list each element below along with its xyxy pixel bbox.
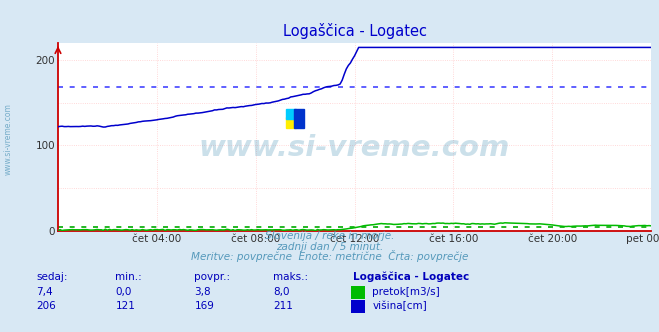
Text: 3,8: 3,8 — [194, 287, 211, 297]
Text: Logaščica - Logatec: Logaščica - Logatec — [353, 271, 469, 282]
Text: Meritve: povprečne  Enote: metrične  Črta: povprečje: Meritve: povprečne Enote: metrične Črta:… — [191, 250, 468, 262]
Text: zadnji dan / 5 minut.: zadnji dan / 5 minut. — [276, 242, 383, 252]
Text: 7,4: 7,4 — [36, 287, 53, 297]
Bar — [287, 109, 296, 119]
Text: višina[cm]: višina[cm] — [372, 301, 427, 311]
Title: Logaščica - Logatec: Logaščica - Logatec — [283, 23, 426, 39]
Text: www.si-vreme.com: www.si-vreme.com — [4, 104, 13, 175]
Text: Slovenija / reke in morje.: Slovenija / reke in morje. — [265, 231, 394, 241]
Text: 0,0: 0,0 — [115, 287, 132, 297]
Text: www.si-vreme.com: www.si-vreme.com — [199, 134, 510, 162]
Text: povpr.:: povpr.: — [194, 272, 231, 282]
Bar — [295, 109, 304, 127]
Text: 169: 169 — [194, 301, 214, 311]
Bar — [287, 117, 296, 127]
Text: maks.:: maks.: — [273, 272, 308, 282]
Text: 206: 206 — [36, 301, 56, 311]
Text: min.:: min.: — [115, 272, 142, 282]
Text: 8,0: 8,0 — [273, 287, 290, 297]
Text: 121: 121 — [115, 301, 135, 311]
Text: pretok[m3/s]: pretok[m3/s] — [372, 287, 440, 297]
Text: 211: 211 — [273, 301, 293, 311]
Text: sedaj:: sedaj: — [36, 272, 68, 282]
